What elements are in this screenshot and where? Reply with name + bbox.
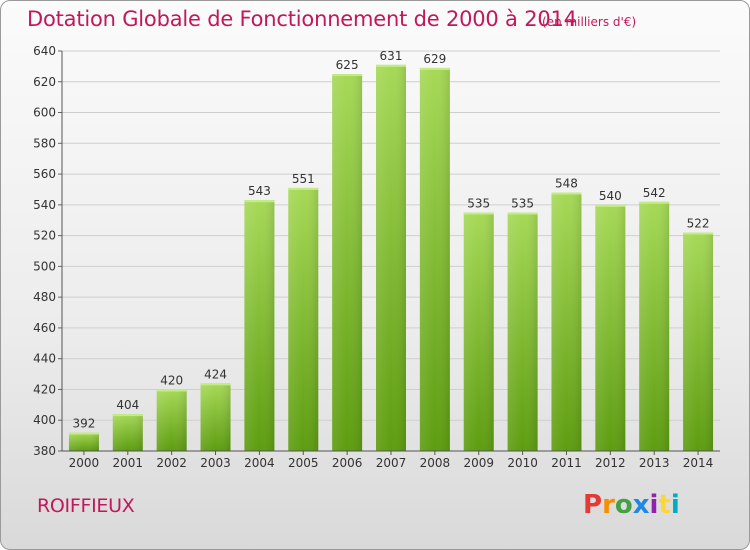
data-label: 542 [643,186,666,200]
x-tick-label: 2012 [595,456,626,470]
bars-group: 392 404 420 424 543 551 625 631 629 535 535 548 540 5… [68,49,714,452]
logo-letter: i [670,490,680,520]
data-label: 540 [599,189,622,203]
bar-top-highlight [68,432,99,435]
y-tick-label: 380 [33,444,56,458]
data-label: 424 [204,367,227,381]
bar-top-highlight [683,232,714,235]
bar-shade [244,200,275,451]
x-tick-label: 2013 [639,456,670,470]
bar-top-highlight [244,200,275,203]
bar-shade [595,204,626,451]
data-label: 420 [160,373,183,387]
logo-letter: r [602,490,615,520]
y-tick-label: 620 [33,75,56,89]
bar-top-highlight [639,201,670,204]
data-label: 548 [555,177,578,191]
bar-top-highlight [332,74,363,77]
commune-name: ROIFFIEUX [37,495,135,517]
y-tick-label: 640 [33,44,56,58]
logo-letter: x [632,490,650,520]
bar-shade [156,389,187,451]
y-tick-label: 420 [33,382,56,396]
logo-letter: o [614,490,633,520]
x-tick-label: 2002 [156,456,187,470]
bar-top-highlight [288,187,319,190]
data-label: 543 [248,184,271,198]
x-tick-label: 2000 [69,456,100,470]
y-tick-label: 480 [33,290,56,304]
bar-top-highlight [112,414,143,417]
y-tick-label: 460 [33,321,56,335]
bar-shade [376,64,406,451]
bar-top-highlight [419,67,450,70]
bar-top-highlight [463,212,494,215]
bar-top-highlight [595,204,626,207]
x-tick-label: 2005 [288,456,319,470]
y-tick-label: 580 [33,136,56,150]
x-tick-label: 2007 [376,456,407,470]
y-tick-label: 440 [33,352,56,366]
x-tick-label: 2006 [332,456,363,470]
proxiti-logo[interactable]: Proxiti [583,490,680,520]
bar-shade [507,212,538,451]
bar-shade [639,201,670,451]
x-tick-label: 2011 [551,456,582,470]
bar-top-highlight [200,383,231,386]
bar-top-highlight [507,212,538,215]
chart-unit: (en milliers d'€) [542,15,637,29]
bar-shade [200,383,231,451]
y-tick-label: 600 [33,106,56,120]
data-label: 631 [380,49,403,63]
bar-top-highlight [376,64,406,67]
bar-shade [288,187,319,451]
y-tick-label: 500 [33,259,56,273]
data-label: 535 [467,197,490,211]
bar-top-highlight [551,192,582,195]
y-tick-label: 520 [33,229,56,243]
bar-shade [68,432,99,451]
bar-shade [419,67,450,451]
x-tick-label: 2001 [113,456,144,470]
bar-shade [332,74,363,452]
x-tick-label: 2009 [463,456,494,470]
x-tick-label: 2008 [420,456,451,470]
data-label: 625 [336,58,359,72]
chart-title: Dotation Globale de Fonctionnement de 20… [27,7,577,31]
bar-shade [683,232,714,451]
x-tick-label: 2014 [683,456,714,470]
y-tick-label: 540 [33,198,56,212]
logo-letter: i [649,490,659,520]
y-tick-label: 400 [33,413,56,427]
logo-letter: P [583,490,603,520]
bar-shade [112,414,143,451]
data-label: 522 [687,217,710,231]
x-tick-label: 2003 [200,456,231,470]
data-label: 535 [511,197,534,211]
data-label: 404 [116,398,139,412]
axes: 380 400 420 440 460 480 500 520 540 560 580 600 620 6… [33,44,720,470]
y-tick-label: 560 [33,167,56,181]
bar-shade [551,192,582,452]
bar-top-highlight [156,389,187,392]
x-tick-label: 2010 [507,456,538,470]
data-label: 392 [72,417,95,431]
data-label: 629 [423,52,446,66]
data-label: 551 [292,172,315,186]
x-tick-label: 2004 [244,456,275,470]
logo-letter: t [658,490,671,520]
bar-shade [463,212,494,451]
